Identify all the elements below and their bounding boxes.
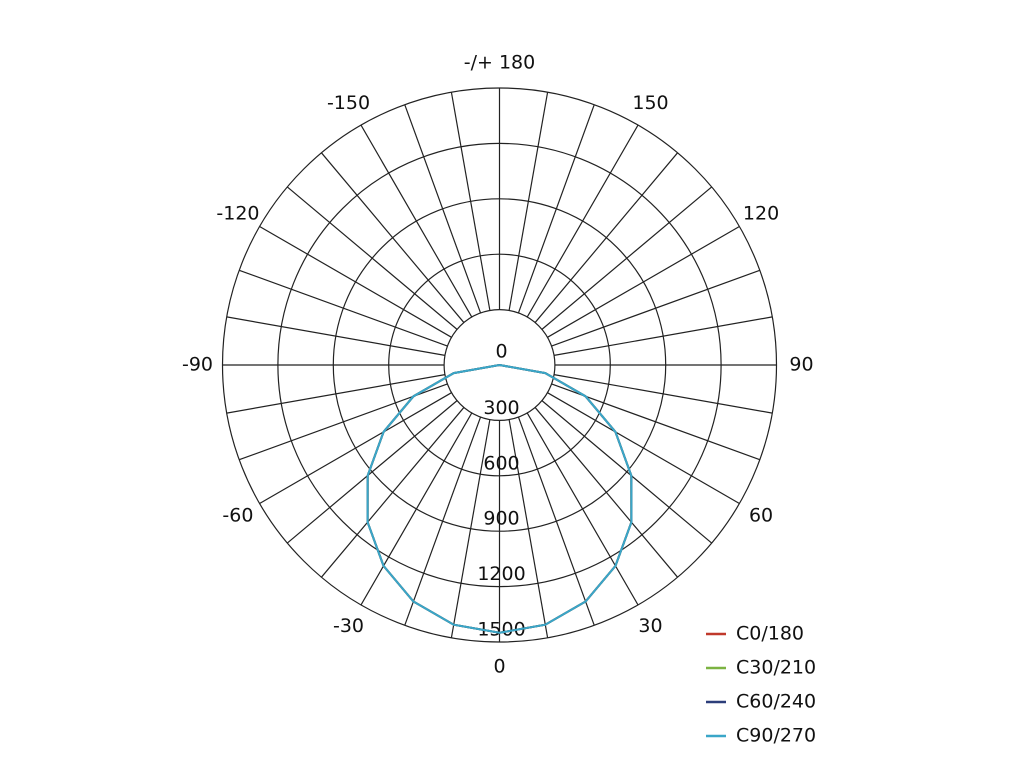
- grid-spoke: [286, 400, 458, 544]
- grid-spoke: [517, 104, 595, 314]
- grid-spoke: [553, 316, 773, 356]
- grid-spoke: [551, 269, 761, 347]
- angle-tick-label: 90: [789, 354, 813, 376]
- radial-tick-label: 1200: [477, 563, 525, 585]
- grid-spoke: [404, 104, 482, 314]
- angle-tick-label: -90: [182, 354, 213, 376]
- grid-spoke: [526, 124, 639, 318]
- angle-tick-label: -150: [327, 92, 370, 114]
- grid-spoke: [541, 400, 713, 544]
- radial-tick-label: 300: [483, 397, 519, 419]
- grid-spoke: [238, 269, 448, 347]
- legend-label: C60/240: [736, 691, 816, 713]
- radial-tick-label: 600: [483, 452, 519, 474]
- grid-spoke: [320, 152, 465, 323]
- angle-tick-label: -30: [333, 615, 364, 637]
- radial-tick-label: 900: [483, 508, 519, 530]
- angle-tick-label: -120: [216, 203, 259, 225]
- legend-label: C90/270: [736, 725, 816, 747]
- grid-spoke: [259, 392, 452, 505]
- grid-spoke: [547, 392, 740, 505]
- grid-spoke: [534, 407, 679, 578]
- grid-spoke: [541, 186, 713, 330]
- angle-tick-label: -60: [222, 505, 253, 527]
- grid-spoke: [508, 419, 549, 638]
- angle-tick-label: -/+ 180: [464, 52, 535, 74]
- grid-spoke: [517, 416, 595, 626]
- grid-spoke: [547, 225, 740, 338]
- angle-tick-label: 150: [632, 92, 668, 114]
- radial-tick-label: 0: [495, 341, 507, 363]
- grid-spoke: [360, 412, 473, 606]
- angle-tick-label: 120: [743, 203, 779, 225]
- grid-spoke: [553, 374, 773, 414]
- grid-spoke: [450, 92, 491, 311]
- angle-tick-label: 0: [493, 656, 505, 678]
- grid-spoke: [404, 416, 482, 626]
- grid-spoke: [360, 124, 473, 318]
- grid-spoke: [226, 316, 446, 356]
- angle-tick-label: 60: [749, 505, 773, 527]
- grid-spoke: [320, 407, 465, 578]
- radial-tick-label: 1500: [477, 619, 525, 641]
- grid-spoke: [226, 374, 446, 414]
- grid-spoke: [534, 152, 679, 323]
- legend-label: C30/210: [736, 657, 816, 679]
- grid-spoke: [450, 419, 491, 638]
- intensity-curve: [366, 364, 633, 634]
- legend-label: C0/180: [736, 623, 804, 645]
- grid-spoke: [259, 225, 452, 338]
- grid-spoke: [286, 186, 458, 330]
- grid-spoke: [526, 412, 639, 606]
- angle-tick-label: 30: [638, 615, 662, 637]
- grid-spoke: [508, 92, 549, 311]
